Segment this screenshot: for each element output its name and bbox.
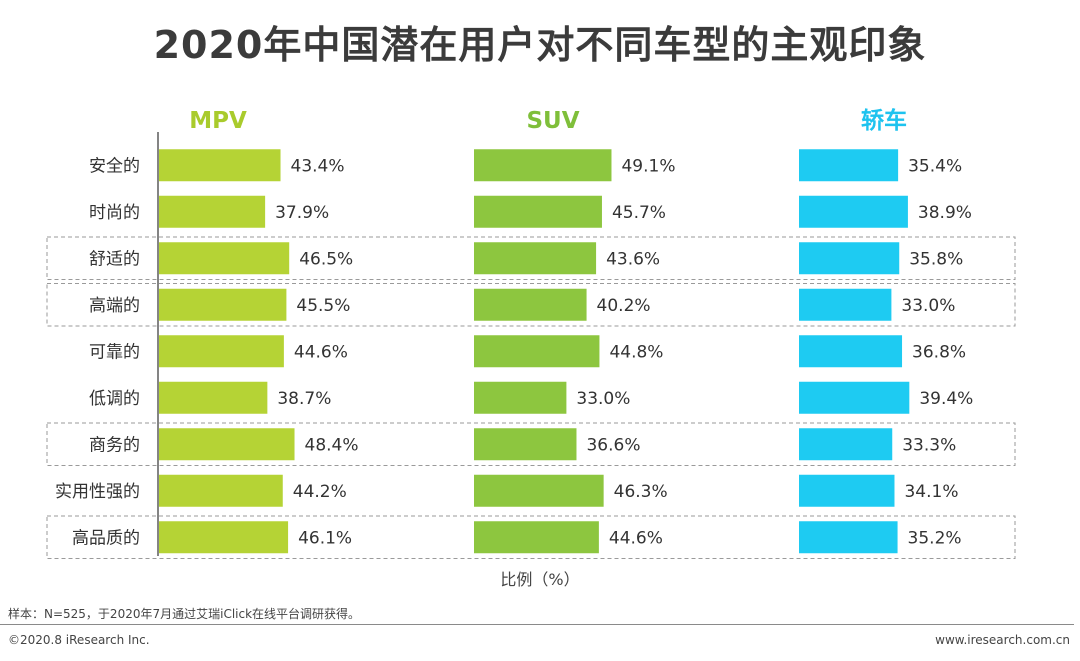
bar (159, 428, 295, 461)
highlight-box-7 (46, 422, 1016, 466)
x-axis-label: 比例（%） (500, 570, 580, 589)
data-label: 34.1% (904, 482, 958, 502)
bar (474, 195, 602, 228)
bar (159, 381, 268, 414)
bar (799, 195, 908, 228)
bar (799, 521, 898, 554)
category-label: 高品质的 (72, 528, 140, 548)
data-label: 48.4% (305, 435, 359, 455)
data-label: 49.1% (621, 156, 675, 176)
data-label: 36.6% (586, 435, 640, 455)
bar (474, 288, 587, 321)
data-label: 44.2% (293, 482, 347, 502)
data-label: 33.3% (902, 435, 956, 455)
data-label: 36.8% (912, 342, 966, 362)
data-label: 37.9% (275, 203, 329, 223)
series-header: 轿车 (861, 107, 907, 134)
data-label: 46.5% (299, 249, 353, 269)
bar (474, 521, 599, 554)
category-label: 高端的 (89, 296, 140, 316)
series-header: MPV (189, 108, 247, 134)
category-label: 低调的 (89, 389, 140, 409)
bar (159, 149, 281, 182)
highlight-box-3 (46, 236, 1016, 280)
category-label: 时尚的 (89, 203, 140, 223)
data-label: 35.8% (909, 249, 963, 269)
data-label: 35.2% (908, 528, 962, 548)
category-label: 安全的 (89, 156, 140, 176)
bar (474, 242, 597, 275)
data-label: 43.4% (291, 156, 345, 176)
bar (799, 288, 892, 321)
copyright: ©2020.8 iResearch Inc. (8, 633, 150, 647)
bar (159, 288, 287, 321)
category-label: 舒适的 (89, 249, 140, 269)
bar (799, 381, 910, 414)
data-label: 33.0% (901, 296, 955, 316)
highlight-box-4 (46, 283, 1016, 327)
footnote: 样本：N=525，于2020年7月通过艾瑞iClick在线平台调研获得。 (8, 607, 361, 621)
data-label: 44.6% (294, 342, 348, 362)
data-label: 45.7% (612, 203, 666, 223)
bar (799, 428, 893, 461)
category-label: 商务的 (89, 435, 140, 455)
bar (159, 242, 290, 275)
category-label: 可靠的 (89, 342, 140, 362)
category-label: 实用性强的 (55, 482, 140, 502)
website: www.iresearch.com.cn (935, 633, 1070, 647)
highlight-box-9 (46, 515, 1016, 559)
bar (159, 521, 289, 554)
bar (474, 149, 612, 182)
bar (474, 381, 567, 414)
data-label: 46.1% (298, 528, 352, 548)
data-label: 40.2% (597, 296, 651, 316)
data-label: 45.5% (296, 296, 350, 316)
bar (159, 335, 284, 368)
data-label: 44.6% (609, 528, 663, 548)
data-label: 33.0% (576, 389, 630, 409)
bar (799, 149, 899, 182)
footer-divider (0, 624, 1074, 625)
data-label: 35.4% (908, 156, 962, 176)
bar (474, 474, 604, 507)
bar (799, 335, 903, 368)
bar (159, 474, 283, 507)
chart-title: 2020年中国潜在用户对不同车型的主观印象 (153, 23, 927, 67)
series-header: SUV (526, 108, 579, 134)
bar (159, 195, 266, 228)
bar (799, 242, 900, 275)
data-label: 46.3% (614, 482, 668, 502)
bar (474, 428, 577, 461)
data-label: 39.4% (919, 389, 973, 409)
data-label: 38.7% (277, 389, 331, 409)
bar (799, 474, 895, 507)
data-label: 38.9% (918, 203, 972, 223)
data-label: 44.8% (609, 342, 663, 362)
data-label: 43.6% (606, 249, 660, 269)
bar (474, 335, 600, 368)
